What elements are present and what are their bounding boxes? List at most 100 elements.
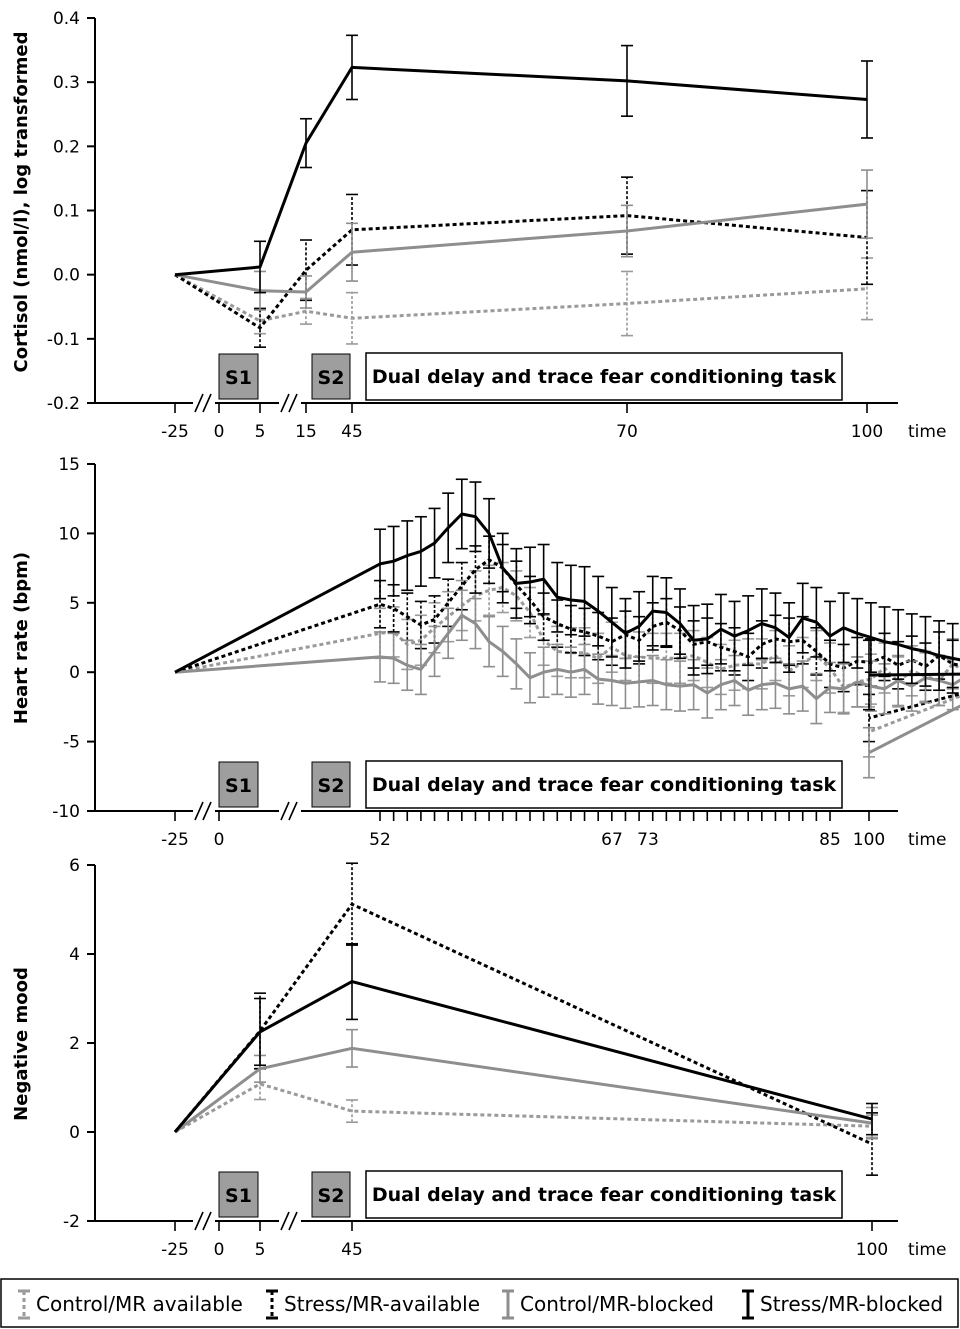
axis-break-mark — [202, 393, 212, 413]
mood-phase-markers: S1 S2 Dual delay and trace fear conditio… — [218, 1170, 843, 1219]
legend-item: Control/MR-blocked — [502, 1289, 714, 1320]
heart-rate-x-axis-title: time — [908, 830, 946, 850]
s2-label: S2 — [318, 775, 345, 797]
cortisol-panel: Cortisol (nmol/l), log transformed 0.40.… — [11, 9, 946, 442]
y-tick-label: 0.4 — [53, 9, 80, 29]
series-line — [173, 980, 873, 1133]
y-tick-label: 0 — [69, 663, 80, 683]
s1-box — [218, 1171, 259, 1218]
series-1 — [174, 535, 960, 743]
y-tick-label: 4 — [69, 945, 80, 965]
legend-item: Stress/MR-available — [266, 1289, 480, 1320]
y-tick-label: -2 — [63, 1212, 80, 1232]
cortisol-x-ticks: -25 0 5 15 45 70 100 — [161, 403, 883, 442]
s1-label: S1 — [225, 1185, 252, 1207]
s2-box — [311, 353, 351, 400]
y-tick-label: -0.1 — [47, 330, 80, 350]
x-tick-label: 100 — [856, 1240, 888, 1260]
x-tick-label: 100 — [851, 422, 883, 442]
s1-box — [218, 761, 259, 808]
cortisol-y-ticks: 0.4 0.3 0.2 0.1 0.0 -0.1 -0.2 — [47, 9, 95, 414]
task-box — [365, 352, 843, 401]
y-tick-label: 0.1 — [53, 202, 80, 222]
mood-x-ticks: -25 0 5 45 100 — [161, 1221, 888, 1260]
task-label: Dual delay and trace fear conditioning t… — [372, 1184, 837, 1206]
mood-panel: Negative mood 6 4 2 0 -2 -25 0 5 45 100 time S1 … — [11, 856, 946, 1260]
x-tick-label: 5 — [255, 1240, 266, 1260]
y-tick-label: 0.0 — [53, 266, 80, 286]
task-box — [365, 760, 843, 809]
mood-y-axis-title: Negative mood — [11, 967, 32, 1121]
series-line — [174, 202, 868, 294]
x-tick-label: 70 — [616, 422, 638, 442]
legend-marker-icon — [18, 1289, 30, 1320]
legend-frame — [0, 1278, 959, 1328]
x-tick-label: 67 — [601, 830, 623, 850]
legend-label: Stress/MR-blocked — [760, 1292, 943, 1316]
axis-break-mark — [280, 801, 290, 821]
y-tick-label: 0 — [69, 1123, 80, 1143]
mood-series — [173, 862, 878, 1176]
x-tick-label: 5 — [255, 422, 266, 442]
series-line — [174, 1046, 873, 1134]
axis-break-mark — [194, 801, 204, 821]
x-tick-label: 52 — [369, 830, 391, 850]
heart-rate-y-ticks: 15 10 5 0 -5 -10 — [52, 455, 95, 822]
s2-box — [311, 1171, 351, 1218]
y-tick-label: 5 — [69, 594, 80, 614]
mood-y-ticks: 6 4 2 0 -2 — [63, 856, 95, 1232]
heart-rate-series — [174, 478, 960, 779]
series-3 — [174, 34, 873, 294]
x-tick-label: -25 — [161, 830, 189, 850]
x-tick-label: 15 — [295, 422, 317, 442]
series-line — [174, 512, 960, 677]
heart-rate-x-ticks: -25 0 52 67 73 85 100 — [161, 811, 885, 850]
series-2 — [174, 169, 873, 311]
legend-label: Control/MR-blocked — [520, 1292, 714, 1316]
legend-marker-icon — [502, 1289, 514, 1320]
legend-item: Control/MR available — [18, 1289, 243, 1320]
y-tick-label: 15 — [58, 455, 80, 475]
x-tick-label: -25 — [161, 422, 189, 442]
y-tick-label: 0.2 — [53, 137, 80, 157]
axis-break-mark — [194, 1211, 204, 1231]
s2-label: S2 — [318, 367, 345, 389]
mood-x-axis-title: time — [908, 1240, 946, 1260]
error-bar — [861, 169, 873, 239]
x-tick-label: 45 — [341, 1240, 363, 1260]
cortisol-phase-markers: S1 S2 Dual delay and trace fear conditio… — [218, 352, 843, 401]
y-tick-label: -10 — [52, 802, 80, 822]
series-0 — [174, 561, 960, 758]
y-tick-label: -5 — [63, 733, 80, 753]
x-tick-label: 85 — [819, 830, 841, 850]
legend-marker-icon — [266, 1289, 278, 1320]
x-tick-label: 0 — [214, 422, 225, 442]
axis-break-mark — [288, 801, 298, 821]
task-box — [365, 1170, 843, 1219]
error-bar — [863, 726, 875, 779]
s1-label: S1 — [225, 775, 252, 797]
task-label: Dual delay and trace fear conditioning t… — [372, 366, 837, 388]
axis-break-mark — [280, 393, 290, 413]
cortisol-x-axis-title: time — [908, 422, 946, 442]
x-tick-label: 73 — [637, 830, 659, 850]
series-line — [174, 273, 868, 323]
s1-box — [218, 353, 259, 400]
series-2 — [174, 589, 960, 779]
series-line — [174, 214, 868, 330]
s2-box — [311, 761, 351, 808]
series-1 — [174, 176, 873, 348]
cortisol-series — [174, 34, 873, 348]
error-bar — [469, 545, 482, 594]
y-tick-label: 10 — [58, 524, 80, 544]
legend-marker-icon — [742, 1289, 754, 1320]
series-0 — [174, 1067, 878, 1139]
y-tick-label: 2 — [69, 1034, 80, 1054]
axis-break-mark — [202, 801, 212, 821]
series-2 — [174, 1028, 878, 1140]
x-tick-label: 0 — [214, 830, 225, 850]
x-tick-label: 45 — [341, 422, 363, 442]
legend-label: Stress/MR-available — [284, 1292, 480, 1316]
series-3 — [173, 942, 878, 1136]
